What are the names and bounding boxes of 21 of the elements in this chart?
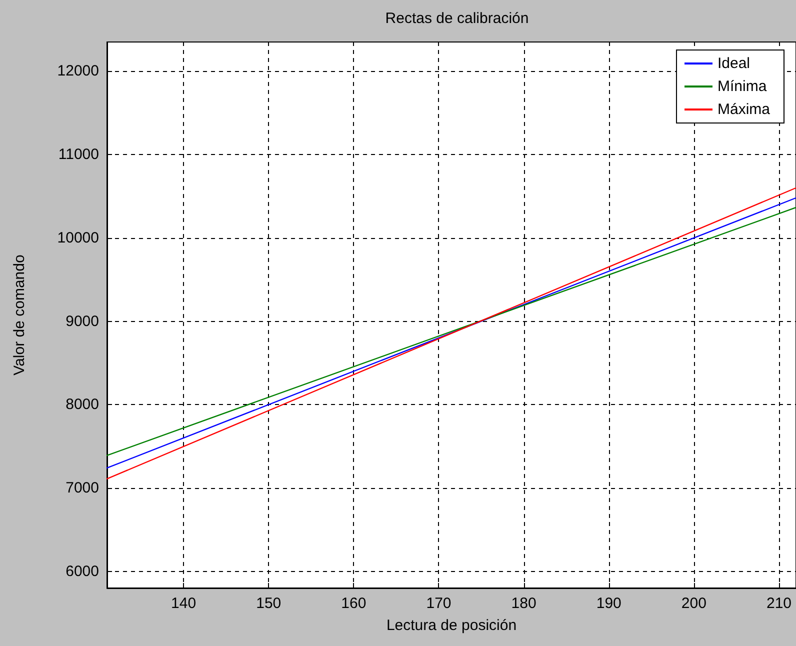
x-tick-label: 190 — [596, 595, 622, 612]
y-axis-title: Valor de comando — [11, 254, 28, 376]
y-tick-label: 7000 — [66, 479, 99, 496]
y-tick-label: 6000 — [66, 562, 99, 580]
x-tick-label: 180 — [511, 595, 536, 612]
y-tick-label: 8000 — [66, 396, 99, 414]
legend-label: Ideal — [717, 55, 750, 72]
chart-title: Rectas de calibración — [385, 10, 529, 27]
x-tick-label: 150 — [256, 595, 282, 612]
legend-label: Máxima — [717, 101, 771, 118]
y-tick-label: 12000 — [57, 62, 99, 80]
y-tick-label: 11000 — [58, 146, 99, 164]
legend-label: Mínima — [717, 78, 768, 95]
x-tick-label: 160 — [341, 595, 366, 612]
x-tick-label: 170 — [426, 595, 452, 612]
y-tick-label: 9000 — [66, 312, 99, 330]
x-tick-label: 200 — [681, 595, 706, 612]
x-axis-title: Lectura de posición — [386, 617, 517, 634]
y-tick-label: 10000 — [57, 229, 99, 246]
x-tick-label: 140 — [171, 595, 196, 612]
x-tick-label: 210 — [766, 595, 792, 612]
